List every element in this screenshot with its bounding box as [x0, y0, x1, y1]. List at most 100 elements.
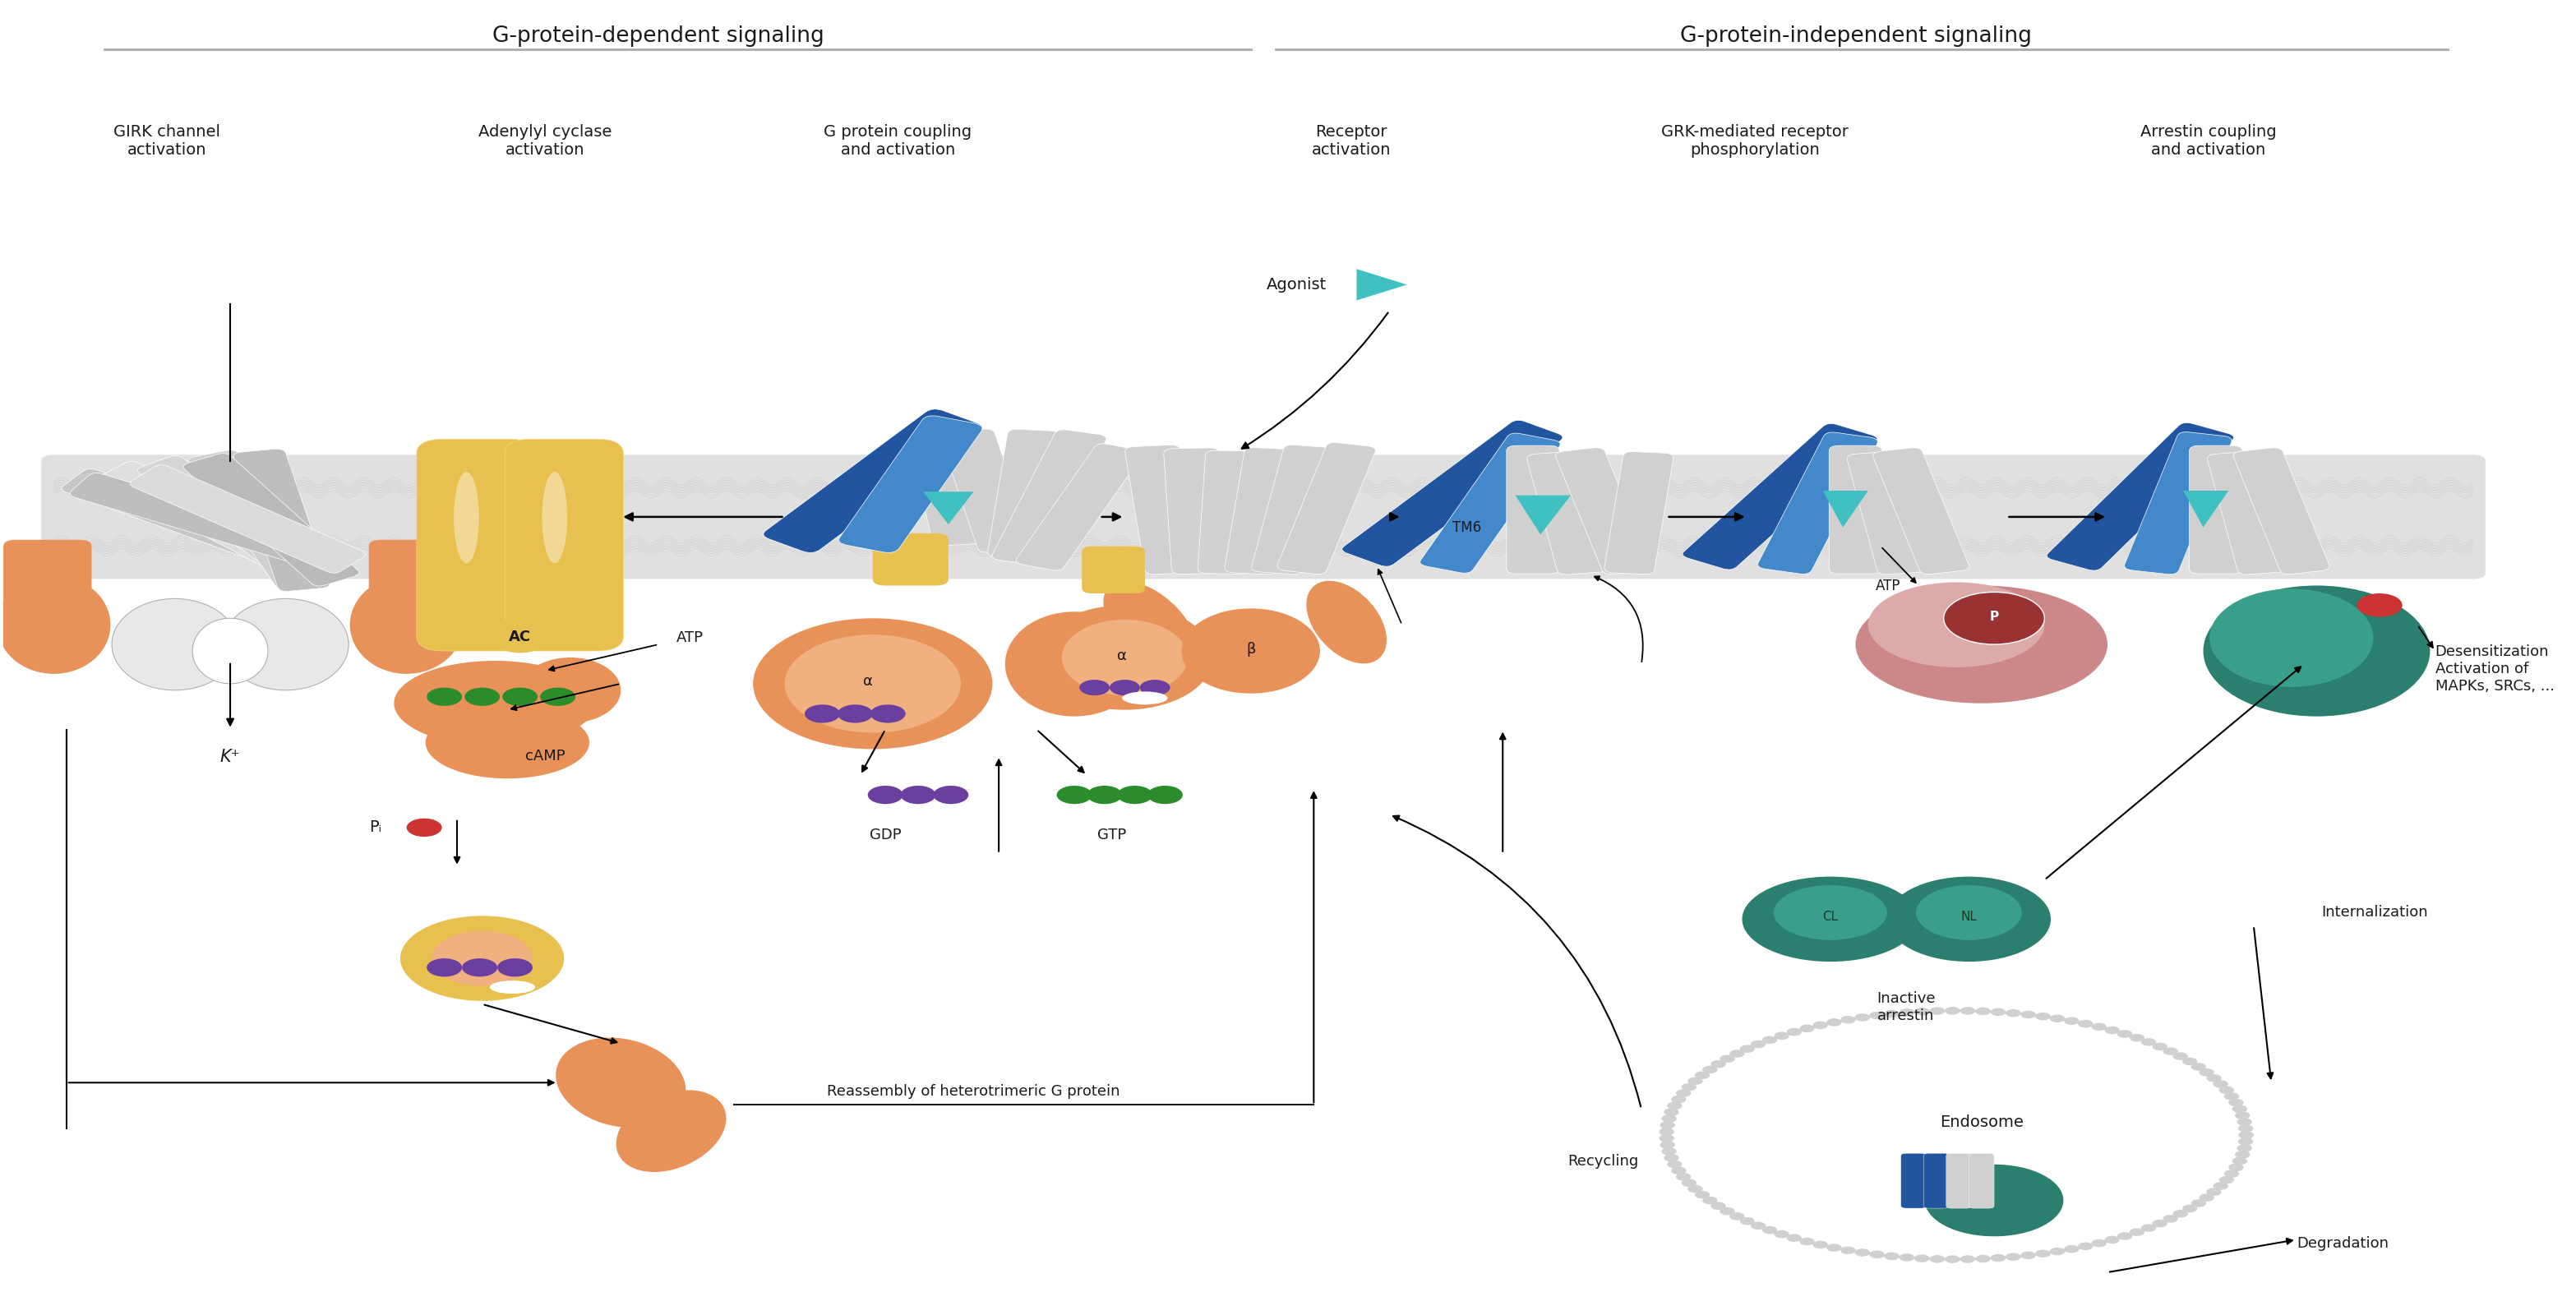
Ellipse shape — [1888, 877, 2050, 961]
FancyBboxPatch shape — [1015, 443, 1144, 571]
FancyBboxPatch shape — [137, 455, 330, 584]
FancyBboxPatch shape — [2125, 431, 2231, 575]
Circle shape — [2192, 1199, 2205, 1207]
Circle shape — [1664, 1109, 1680, 1116]
Text: α: α — [863, 673, 873, 689]
Circle shape — [2154, 1043, 2166, 1051]
FancyBboxPatch shape — [1847, 451, 1929, 575]
Circle shape — [2020, 1011, 2035, 1019]
Ellipse shape — [556, 1038, 685, 1128]
Text: β: β — [1247, 642, 1255, 658]
Ellipse shape — [394, 660, 595, 746]
FancyBboxPatch shape — [183, 454, 358, 586]
Circle shape — [1710, 1202, 1726, 1210]
Text: Degradation: Degradation — [2295, 1236, 2388, 1251]
Circle shape — [541, 688, 574, 706]
Polygon shape — [1358, 270, 1406, 300]
Circle shape — [1960, 1256, 1976, 1264]
Circle shape — [1146, 785, 1182, 803]
Ellipse shape — [193, 618, 268, 684]
Circle shape — [428, 688, 461, 706]
Ellipse shape — [453, 472, 479, 563]
Text: Internalization: Internalization — [2321, 905, 2429, 920]
Ellipse shape — [399, 915, 564, 1001]
Circle shape — [497, 959, 533, 977]
Ellipse shape — [616, 1090, 726, 1172]
Circle shape — [2200, 1194, 2215, 1202]
FancyBboxPatch shape — [940, 429, 1033, 552]
Circle shape — [2236, 1111, 2249, 1119]
FancyBboxPatch shape — [1968, 1153, 1994, 1208]
Text: AC: AC — [510, 629, 531, 644]
Circle shape — [1710, 1060, 1726, 1068]
FancyBboxPatch shape — [188, 450, 327, 589]
FancyBboxPatch shape — [909, 435, 987, 546]
Circle shape — [2236, 1118, 2251, 1126]
Circle shape — [2239, 1137, 2254, 1145]
Circle shape — [1672, 1095, 1687, 1103]
Circle shape — [804, 705, 840, 723]
FancyBboxPatch shape — [1873, 447, 1968, 575]
Circle shape — [2174, 1052, 2187, 1060]
Circle shape — [1118, 785, 1151, 803]
Circle shape — [1801, 1024, 1814, 1032]
Circle shape — [1855, 1014, 1870, 1022]
FancyBboxPatch shape — [1556, 447, 1651, 575]
Circle shape — [2063, 1016, 2079, 1024]
Circle shape — [2228, 1098, 2244, 1106]
FancyBboxPatch shape — [2208, 451, 2290, 575]
Circle shape — [428, 959, 461, 977]
FancyBboxPatch shape — [41, 455, 2486, 579]
Circle shape — [2239, 1131, 2254, 1139]
Polygon shape — [2182, 490, 2228, 527]
Circle shape — [1672, 1166, 1687, 1174]
Circle shape — [502, 688, 538, 706]
Circle shape — [2231, 1105, 2246, 1112]
Ellipse shape — [2202, 585, 2429, 717]
Circle shape — [2218, 1086, 2233, 1094]
Circle shape — [1703, 1197, 1718, 1205]
Circle shape — [1976, 1255, 1991, 1262]
Circle shape — [1664, 1153, 1680, 1161]
FancyBboxPatch shape — [505, 439, 623, 651]
Ellipse shape — [350, 576, 464, 673]
Circle shape — [1914, 1255, 1929, 1262]
Circle shape — [1762, 1226, 1777, 1233]
FancyBboxPatch shape — [1278, 443, 1376, 575]
Circle shape — [2079, 1020, 2094, 1027]
Circle shape — [2050, 1248, 2066, 1256]
Circle shape — [2092, 1239, 2107, 1247]
Circle shape — [2035, 1249, 2050, 1257]
Polygon shape — [1515, 496, 1571, 534]
Text: Reassembly of heterotrimeric G protein: Reassembly of heterotrimeric G protein — [827, 1085, 1121, 1099]
Circle shape — [1728, 1049, 1744, 1057]
Ellipse shape — [1741, 877, 1919, 961]
Text: α: α — [1118, 648, 1128, 664]
Circle shape — [1991, 1255, 2007, 1262]
Ellipse shape — [1306, 581, 1386, 664]
Text: K⁺: K⁺ — [219, 750, 240, 765]
Circle shape — [2208, 1074, 2221, 1082]
Text: Inactive
arrestin: Inactive arrestin — [1875, 992, 1935, 1023]
Circle shape — [1855, 1249, 1870, 1256]
Circle shape — [407, 818, 443, 836]
Circle shape — [2117, 1232, 2133, 1240]
FancyBboxPatch shape — [1947, 1153, 1971, 1208]
FancyBboxPatch shape — [3, 539, 93, 625]
Circle shape — [1839, 1015, 1855, 1023]
Ellipse shape — [541, 472, 567, 563]
Circle shape — [1687, 1185, 1703, 1193]
Circle shape — [2105, 1236, 2120, 1244]
Circle shape — [1721, 1055, 1734, 1063]
Text: ATP: ATP — [677, 630, 703, 646]
FancyBboxPatch shape — [1829, 446, 1883, 573]
Circle shape — [2141, 1038, 2156, 1045]
Text: GDP: GDP — [871, 827, 902, 843]
Circle shape — [2130, 1228, 2146, 1236]
Circle shape — [902, 785, 935, 803]
FancyBboxPatch shape — [1682, 423, 1878, 569]
Circle shape — [1839, 1247, 1855, 1255]
Circle shape — [1682, 1180, 1698, 1187]
Text: CL: CL — [1821, 910, 1839, 923]
Circle shape — [2223, 1093, 2239, 1101]
